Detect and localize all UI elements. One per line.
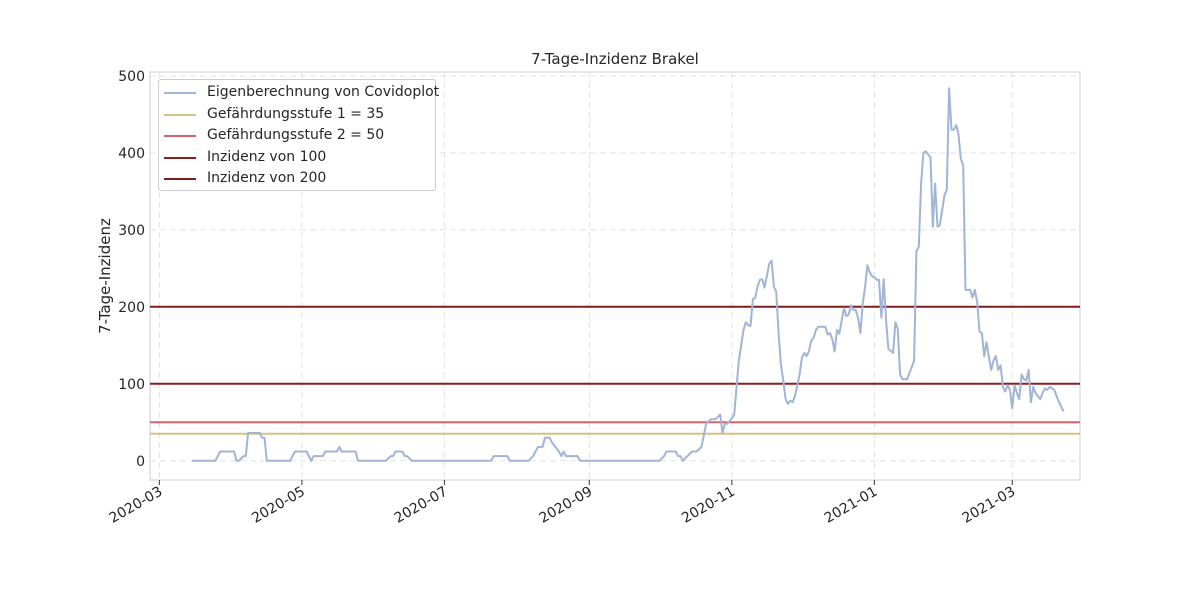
x-axis-ticks: 2020-03 2020-05 2020-07 2020-09 2020-11 2021-… <box>107 480 1019 527</box>
y-tick-label: 400 <box>118 146 145 162</box>
y-tick-label: 300 <box>118 223 145 239</box>
legend-label-stufe2: Gefährdungsstufe 2 = 50 <box>207 127 385 144</box>
legend-label-series: Eigenberechnung von Covidoplot <box>207 84 440 100</box>
legend-label-stufe1: Gefährdungsstufe 1 = 35 <box>207 105 385 122</box>
chart-title: 7-Tage-Inzidenz Brakel <box>531 50 699 68</box>
series-layer <box>192 87 1065 462</box>
legend-swatch-inzidenz-100 <box>164 156 196 159</box>
legend-swatch-stufe2 <box>164 135 196 138</box>
series-line-0 <box>192 87 1065 462</box>
x-tick-label: 2020-07 <box>392 484 451 527</box>
legend: Eigenberechnung von Covidoplot Gefährdun… <box>158 79 439 191</box>
legend-item-stufe2: Gefährdungsstufe 2 = 50 <box>159 125 435 147</box>
y-tick-label: 0 <box>136 454 145 470</box>
y-axis-label: 7-Tage-Inzidenz <box>96 218 114 334</box>
x-tick-label: 2020-11 <box>679 484 738 527</box>
y-axis-ticks: 0 100 200 300 400 500 <box>118 69 145 470</box>
legend-label-inzidenz-100: Inzidenz von 100 <box>207 148 327 165</box>
legend-item-inzidenz-100: Inzidenz von 100 <box>159 147 435 169</box>
x-tick-label: 2020-05 <box>249 484 308 527</box>
legend-item-inzidenz-200: Inzidenz von 200 <box>159 168 435 190</box>
y-tick-label: 100 <box>118 377 145 393</box>
legend-swatch-series <box>164 92 196 94</box>
legend-label-inzidenz-200: Inzidenz von 200 <box>207 170 327 187</box>
legend-item-stufe1: Gefährdungsstufe 1 = 35 <box>159 104 435 126</box>
legend-swatch-inzidenz-200 <box>164 178 196 181</box>
x-tick-label: 2020-03 <box>107 484 166 527</box>
x-tick-label: 2020-09 <box>537 484 596 527</box>
legend-item-series: Eigenberechnung von Covidoplot <box>159 82 439 104</box>
y-tick-label: 500 <box>118 69 145 85</box>
legend-swatch-stufe1 <box>164 113 196 116</box>
y-tick-label: 200 <box>118 300 145 316</box>
x-tick-label: 2021-03 <box>960 484 1019 527</box>
x-tick-label: 2021-01 <box>822 484 881 527</box>
reference-lines <box>150 305 1080 435</box>
